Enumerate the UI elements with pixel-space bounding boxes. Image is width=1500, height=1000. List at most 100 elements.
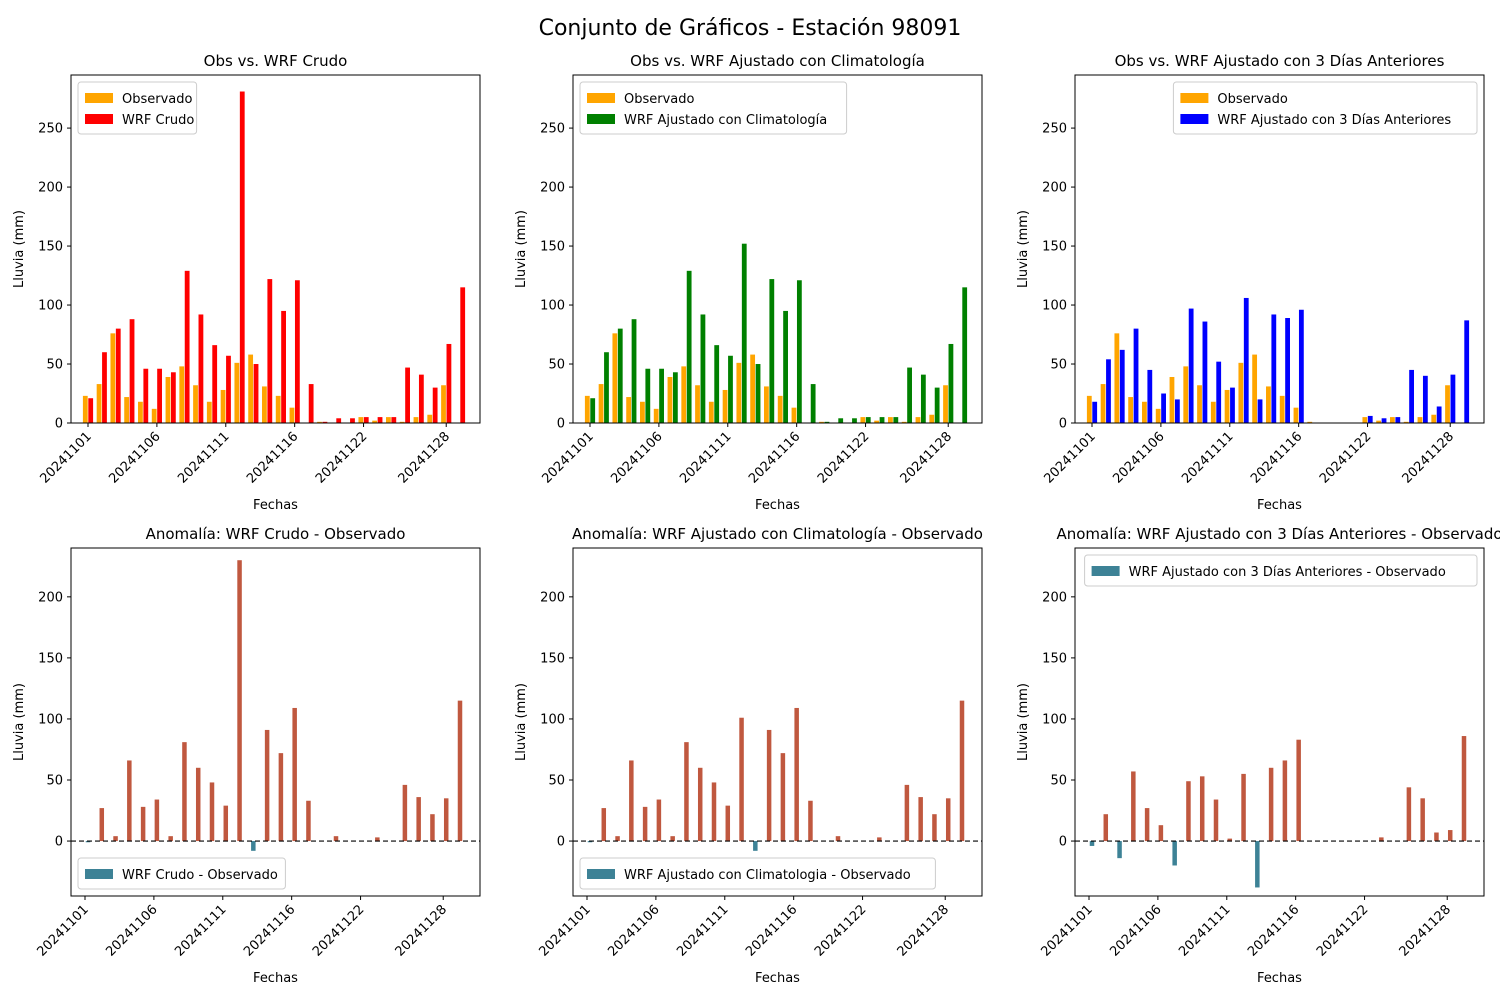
- bar-wrf-20241103: [115, 328, 121, 423]
- bar-wrf-20241109: [1202, 321, 1208, 423]
- legend-label: Observado: [122, 92, 193, 107]
- bar-wrf-20241115: [783, 310, 788, 423]
- x-tick-label: 20241122: [313, 429, 370, 486]
- bar-anomaly-20241107: [1172, 841, 1177, 866]
- legend: WRF Ajustado con Climatologia - Observad…: [579, 857, 936, 890]
- bar-observado-20241113: [750, 354, 756, 423]
- y-tick-label: 0: [557, 417, 565, 432]
- bar-wrf-20241129: [1464, 320, 1470, 423]
- bar-wrf-20241110: [212, 345, 218, 423]
- bar-wrf-20241115: [1285, 318, 1290, 423]
- bar-anomaly-20241103: [615, 836, 620, 842]
- x-tick-label: 20241122: [1314, 902, 1371, 959]
- bar-wrf-20241101: [88, 398, 94, 423]
- bar-anomaly-20241102: [601, 808, 607, 842]
- y-tick-label: 200: [1042, 590, 1067, 605]
- legend: WRF Crudo - Observado: [77, 857, 286, 890]
- x-tick-label: 20241116: [1248, 429, 1305, 486]
- bar-anomaly-20241114: [264, 729, 270, 842]
- bar-wrf-20241105: [143, 368, 149, 423]
- y-tick-label: 0: [55, 835, 63, 850]
- bar-observado-20241101: [82, 395, 88, 423]
- bar-anomaly-20241103: [1117, 841, 1122, 859]
- x-axis-label: Fechas: [755, 971, 800, 986]
- bar-anomaly-20241104: [127, 760, 132, 842]
- bar-observado-20241108: [681, 366, 687, 423]
- bar-wrf-20241103: [617, 328, 623, 423]
- bar-wrf-20241107: [1174, 399, 1180, 423]
- y-axis-label: Lluvia (mm): [12, 683, 27, 761]
- legend-swatch: [587, 93, 615, 103]
- bar-wrf-20241128: [948, 343, 954, 423]
- bars: [587, 700, 965, 851]
- x-tick-label: 20241101: [37, 429, 94, 486]
- bar-wrf-20241104: [129, 319, 135, 423]
- x-tick-label: 20241116: [743, 902, 800, 959]
- bar-observado-20241105: [640, 401, 645, 423]
- bar-wrf-20241125: [405, 367, 410, 423]
- x-axis: 20241101 20241106 20241111 20241116 20241122…: [539, 423, 955, 487]
- y-tick-label: 200: [1042, 181, 1067, 196]
- legend-swatch: [85, 93, 113, 103]
- bar-wrf-20241118: [824, 421, 830, 423]
- bar-observado-20241113: [248, 354, 254, 423]
- bar-anomaly-20241110: [209, 782, 215, 842]
- bar-observado-20241122: [358, 417, 364, 423]
- bar-wrf-20241104: [631, 319, 637, 423]
- y-axis: 0 50 100 150 200: [38, 590, 71, 850]
- bar-wrf-20241112: [239, 91, 245, 423]
- y-tick-label: 150: [540, 651, 565, 666]
- axes-frame: [70, 74, 481, 424]
- x-axis: 20241101 20241106 20241111 20241116 20241122…: [37, 423, 453, 487]
- y-axis-label: Lluvia (mm): [514, 683, 529, 761]
- x-axis-label: Fechas: [1257, 971, 1302, 986]
- y-tick-label: 200: [540, 590, 565, 605]
- bar-anomaly-20241107: [168, 836, 173, 842]
- bar-observado-20241118: [819, 421, 824, 423]
- y-tick-label: 100: [38, 299, 63, 314]
- bar-anomaly-20241116: [1296, 739, 1301, 842]
- bar-anomaly-20241114: [1268, 767, 1274, 842]
- bar-anomaly-20241109: [195, 767, 201, 842]
- bar-wrf-20241104: [1133, 328, 1139, 423]
- bar-observado-20241110: [708, 401, 714, 423]
- bar-wrf-20241123: [1381, 418, 1387, 423]
- bar-observado-20241125: [1403, 421, 1409, 423]
- bar-wrf-20241116: [796, 280, 802, 423]
- bar-wrf-20241103: [1119, 349, 1125, 423]
- y-axis: 0 50 100 150 200 250: [1042, 122, 1075, 432]
- x-tick-label: 20241128: [393, 902, 450, 959]
- bar-anomaly-20241106: [1158, 825, 1164, 842]
- bar-wrf-20241128: [1450, 374, 1456, 423]
- bar-anomaly-20241105: [642, 806, 648, 842]
- bar-observado-20241128: [943, 385, 948, 423]
- bar-observado-20241124: [888, 417, 893, 423]
- bar-observado-20241101: [584, 395, 590, 423]
- legend-label: WRF Crudo: [122, 113, 194, 128]
- bar-anomaly-20241102: [99, 808, 105, 842]
- bar-wrf-20241124: [893, 417, 899, 423]
- bar-wrf-20241116: [294, 280, 300, 423]
- bar-anomaly-20241108: [182, 742, 187, 842]
- x-tick-label: 20241128: [898, 429, 955, 486]
- bar-observado-20241109: [695, 385, 700, 423]
- bar-observado-20241127: [929, 414, 935, 423]
- bar-wrf-20241112: [1243, 297, 1249, 423]
- bar-observado-20241104: [1128, 397, 1134, 423]
- x-tick-label: 20241122: [310, 902, 367, 959]
- x-tick-label: 20241128: [1400, 429, 1457, 486]
- bar-anomaly-20241114: [766, 729, 772, 842]
- bar-anomaly-20241101: [587, 841, 593, 843]
- y-tick-label: 150: [1042, 240, 1067, 255]
- x-axis: 20241101 20241106 20241111 20241116 20241122…: [536, 896, 952, 960]
- bar-wrf-20241125: [907, 367, 912, 423]
- bar-anomaly-20241117: [808, 800, 813, 842]
- bar-anomaly-20241123: [1379, 837, 1384, 842]
- chart-panel-5: Anomalía: WRF Ajustado con Climatología …: [514, 525, 983, 986]
- bar-anomaly-20241126: [1420, 798, 1425, 842]
- x-tick-label: 20241128: [396, 429, 453, 486]
- y-axis-label: Lluvia (mm): [12, 210, 27, 288]
- legend-box: [579, 857, 936, 890]
- bar-wrf-20241122: [865, 417, 871, 423]
- x-tick-label: 20241122: [812, 902, 869, 959]
